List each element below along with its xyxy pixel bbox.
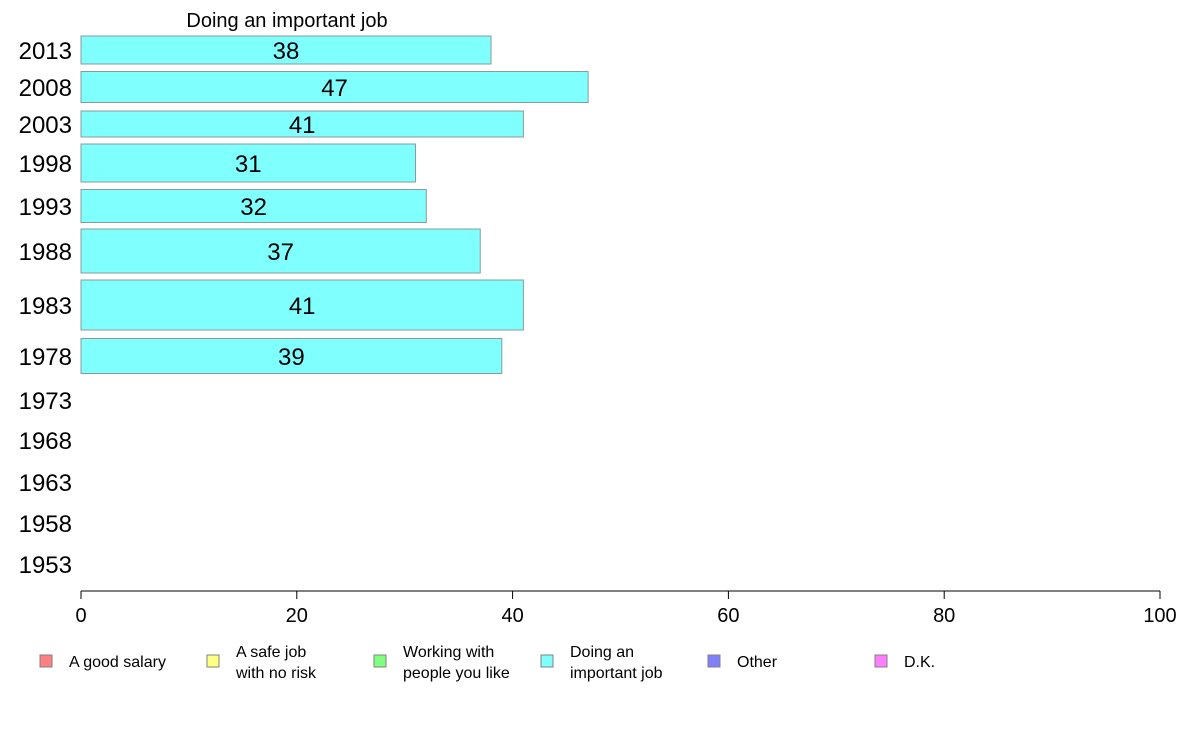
category-label: 2003 [19, 112, 72, 139]
bar [80, 35, 492, 65]
bar-value-label: 32 [240, 194, 267, 221]
bar [80, 110, 524, 138]
bar-value-label: 38 [273, 38, 300, 65]
legend: A good salary A safe job with no risk Worki… [39, 644, 935, 682]
category-label: 1983 [19, 293, 72, 320]
bar [80, 338, 503, 374]
x-tick-label: 0 [75, 605, 86, 627]
x-tick-label: 100 [1143, 605, 1176, 627]
legend-label: D.K. [904, 654, 935, 671]
category-label: 1958 [19, 511, 72, 538]
bar [80, 228, 481, 274]
legend-swatch [39, 654, 53, 668]
category-label: 1963 [19, 470, 72, 497]
x-tick-label: 40 [501, 605, 523, 627]
category-label: 1973 [19, 388, 72, 415]
plot-area: 2013 38 2008 47 2003 41 1998 31 1993 32 1988 37 1983… [19, 35, 589, 579]
legend-label: A safe job [236, 644, 306, 661]
legend-swatch [707, 654, 721, 668]
bar-value-label: 41 [289, 112, 316, 139]
legend-label: with no risk [235, 665, 317, 682]
category-label: 1993 [19, 194, 72, 221]
bar [80, 189, 427, 223]
legend-swatch [206, 654, 220, 668]
bar-value-label: 31 [235, 151, 262, 178]
bar [80, 143, 416, 183]
legend-swatch [373, 654, 387, 668]
bar [80, 279, 524, 331]
category-label: 2013 [19, 38, 72, 65]
category-label: 1998 [19, 151, 72, 178]
bar-value-label: 39 [278, 344, 305, 371]
bar-value-label: 41 [289, 293, 316, 320]
chart-title: Doing an important job [186, 10, 387, 32]
legend-label: Doing an [570, 644, 634, 661]
legend-label: people you like [403, 665, 510, 682]
legend-label: A good salary [69, 654, 166, 671]
bar-value-label: 47 [321, 75, 348, 102]
legend-label: Working with [403, 644, 494, 661]
legend-label: Other [737, 654, 778, 671]
x-tick-label: 60 [717, 605, 739, 627]
x-tick-label: 80 [933, 605, 955, 627]
legend-swatch [874, 654, 888, 668]
category-label: 1988 [19, 239, 72, 266]
x-axis: 0 20 40 60 80 100 [75, 590, 1177, 627]
bar-value-label: 37 [267, 239, 294, 266]
bar [80, 71, 589, 103]
legend-swatch [540, 654, 554, 668]
x-tick-label: 20 [286, 605, 308, 627]
category-label: 1953 [19, 552, 72, 579]
category-label: 1968 [19, 428, 72, 455]
category-label: 2008 [19, 75, 72, 102]
legend-label: important job [570, 665, 663, 682]
category-label: 1978 [19, 344, 72, 371]
